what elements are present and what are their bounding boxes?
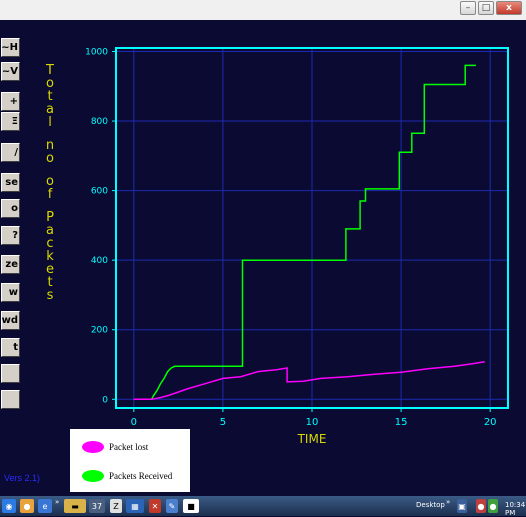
folder-icon[interactable]: ▬ [64,499,86,513]
y-axis-label-letter: T [46,63,54,78]
toolbar-button-12[interactable]: t [1,338,20,357]
window-icon[interactable]: ▦ [126,499,144,513]
legend-swatch-packets-received [82,470,104,482]
overflow-chevron-1[interactable]: » [55,498,60,506]
toolbar-button-11[interactable]: wd [1,311,20,330]
y-axis-label-letter: l [48,115,52,130]
y-axis-label-letter: o [46,174,54,189]
status-text: Vers 2.1) [4,473,41,483]
clock: 10:34 PM [505,501,526,517]
series-line-packet-lost [133,360,485,401]
y-axis-label-letter: n [45,138,55,153]
white-window-icon[interactable]: ■ [183,499,199,513]
y-tick-label: 800 [91,117,108,127]
x-tick-label: 0 [131,417,137,428]
x-tick-label: 20 [484,417,497,428]
ie-icon[interactable]: e [38,499,52,513]
y-axis-label-letter: s [46,288,54,303]
y-axis-label-letter: a [46,223,54,238]
window-controls: – □ x [460,1,522,15]
toolbar-button-3[interactable]: + [1,92,20,111]
y-axis-label-letter: o [46,76,54,91]
pen-icon[interactable]: ✎ [166,499,178,513]
legend-item-packets-received: Packets Received [82,470,172,482]
toolbar-button-6[interactable]: se [1,173,20,192]
x-axis-label: TIME [297,432,327,446]
y-axis-label-letter: P [46,210,54,225]
maximize-icon: □ [481,3,491,13]
toolbar-button-7[interactable]: o [1,199,20,218]
overflow-chevron-2[interactable]: » [446,498,451,506]
y-axis-label-letter: c [46,236,54,251]
red-app-icon[interactable]: ✕ [149,499,161,513]
y-tick-label: 200 [91,326,108,336]
zip-icon[interactable]: Z [110,499,122,513]
y-axis-label-letter: e [46,262,54,277]
network-icon[interactable]: ▣ [457,499,467,513]
taskbar: ◉ ● e » ▬ 37 Z ▦ ✕ ✎ ■ Desktop » ▣ ● ● 1… [0,496,526,517]
legend-item-packet-lost: Packet lost [82,441,148,453]
toolbar-button-14[interactable] [1,390,20,409]
toolbar-button-9[interactable]: ze [1,255,20,274]
toolbar-button-2[interactable]: ~V [1,62,20,81]
y-axis-label-letter: t [47,89,53,104]
close-button[interactable]: x [496,1,522,15]
toolbar-button-5[interactable]: / [1,143,20,162]
x-tick-label: 5 [220,417,226,428]
legend-label-packet-lost: Packet lost [109,442,149,452]
y-axis-label-letter: a [46,102,54,117]
toolbar-button-13[interactable] [1,364,20,383]
series-line-packets-received [133,64,476,401]
y-axis-label-letter: f [47,187,53,202]
legend-label-packets-received: Packets Received [109,471,173,481]
y-axis-label-letter: o [46,151,54,166]
legend-swatch-packet-lost [82,441,104,453]
firefox-icon[interactable]: ● [20,499,34,513]
y-axis-label-letter: k [46,249,54,264]
start-orb-icon[interactable]: ◉ [2,499,16,513]
window-titlebar: – □ x [0,0,526,20]
tray-app-icon-2[interactable]: ● [488,499,498,513]
toolbar-button-10[interactable]: w [1,283,20,302]
maximize-button[interactable]: □ [478,1,494,15]
toolbar-button-1[interactable]: ~H [1,38,20,57]
toolbar-button-4[interactable]: Ξ [1,112,20,131]
y-axis-label-letter: t [47,275,53,290]
x-tick-label: 15 [395,417,408,428]
y-tick-label: 0 [102,395,108,405]
minimize-icon: – [465,3,471,13]
y-tick-label: 400 [91,256,108,266]
tray-app-icon-1[interactable]: ● [476,499,486,513]
x-tick-label: 10 [306,417,319,428]
minimize-button[interactable]: – [460,1,476,15]
desktop-label[interactable]: Desktop [416,501,445,509]
chart-legend: Packet lost Packets Received [70,429,190,492]
toolbar-button-8[interactable]: ? [1,226,20,245]
y-tick-label: 1000 [85,47,108,57]
taskbar-item-37[interactable]: 37 [89,499,105,513]
y-tick-label: 600 [91,187,108,197]
